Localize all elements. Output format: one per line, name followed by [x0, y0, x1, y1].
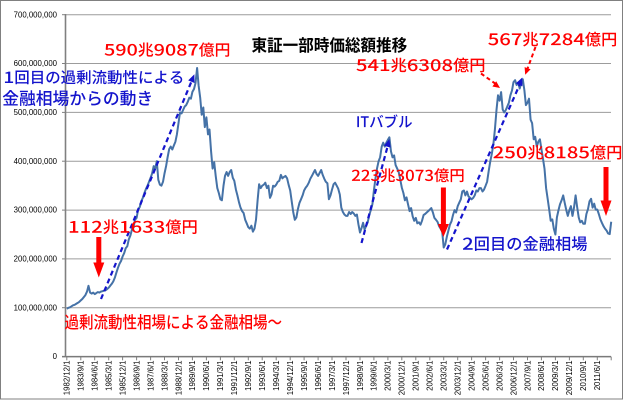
svg-text:1993/6/1: 1993/6/1	[258, 361, 267, 391]
svg-text:2000/12/1: 2000/12/1	[398, 361, 407, 396]
svg-text:1992/9/1: 1992/9/1	[244, 361, 253, 391]
svg-text:400,000,000: 400,000,000	[14, 157, 58, 166]
svg-text:2011/6/1: 2011/6/1	[593, 361, 602, 391]
svg-text:1988/3/1: 1988/3/1	[160, 361, 169, 391]
svg-text:200,000,000: 200,000,000	[14, 255, 58, 264]
svg-text:1991/12/1: 1991/12/1	[230, 361, 239, 396]
svg-text:2006/12/1: 2006/12/1	[509, 361, 518, 396]
svg-text:2006/3/1: 2006/3/1	[495, 361, 504, 391]
svg-text:700,000,000: 700,000,000	[14, 10, 58, 19]
svg-text:1982/12/1: 1982/12/1	[63, 361, 72, 396]
svg-text:1995/9/1: 1995/9/1	[300, 361, 309, 391]
svg-text:2000/3/1: 2000/3/1	[384, 361, 393, 391]
svg-text:2004/9/1: 2004/9/1	[467, 361, 476, 391]
svg-text:1998/9/1: 1998/9/1	[356, 361, 365, 391]
svg-text:1990/6/1: 1990/6/1	[202, 361, 211, 391]
svg-text:1996/6/1: 1996/6/1	[314, 361, 323, 391]
svg-text:1991/3/1: 1991/3/1	[216, 361, 225, 391]
svg-text:300,000,000: 300,000,000	[14, 206, 58, 215]
svg-text:1984/6/1: 1984/6/1	[91, 361, 100, 391]
svg-text:2005/6/1: 2005/6/1	[481, 361, 490, 391]
svg-text:1985/12/1: 1985/12/1	[118, 361, 127, 396]
svg-text:0: 0	[53, 352, 58, 361]
svg-text:2010/9/1: 2010/9/1	[579, 361, 588, 391]
svg-text:1985/3/1: 1985/3/1	[105, 361, 114, 391]
svg-text:2009/3/1: 2009/3/1	[551, 361, 560, 391]
svg-text:1986/9/1: 1986/9/1	[132, 361, 141, 391]
svg-text:1989/9/1: 1989/9/1	[188, 361, 197, 391]
svg-text:2003/3/1: 2003/3/1	[440, 361, 449, 391]
svg-text:2007/9/1: 2007/9/1	[523, 361, 532, 391]
svg-text:2009/12/1: 2009/12/1	[565, 361, 574, 396]
svg-text:500,000,000: 500,000,000	[14, 108, 58, 117]
svg-text:1997/12/1: 1997/12/1	[342, 361, 351, 396]
svg-text:2002/6/1: 2002/6/1	[426, 361, 435, 391]
svg-text:1999/6/1: 1999/6/1	[370, 361, 379, 391]
svg-text:1987/6/1: 1987/6/1	[146, 361, 155, 391]
svg-text:1994/12/1: 1994/12/1	[286, 361, 295, 396]
svg-text:100,000,000: 100,000,000	[14, 303, 58, 312]
svg-text:2001/9/1: 2001/9/1	[412, 361, 421, 391]
svg-text:2003/12/1: 2003/12/1	[454, 361, 463, 396]
svg-text:2008/6/1: 2008/6/1	[537, 361, 546, 391]
svg-text:1994/3/1: 1994/3/1	[272, 361, 281, 391]
svg-text:1983/9/1: 1983/9/1	[77, 361, 86, 391]
svg-text:1988/12/1: 1988/12/1	[174, 361, 183, 396]
svg-text:1997/3/1: 1997/3/1	[328, 361, 337, 391]
svg-text:600,000,000: 600,000,000	[14, 59, 58, 68]
